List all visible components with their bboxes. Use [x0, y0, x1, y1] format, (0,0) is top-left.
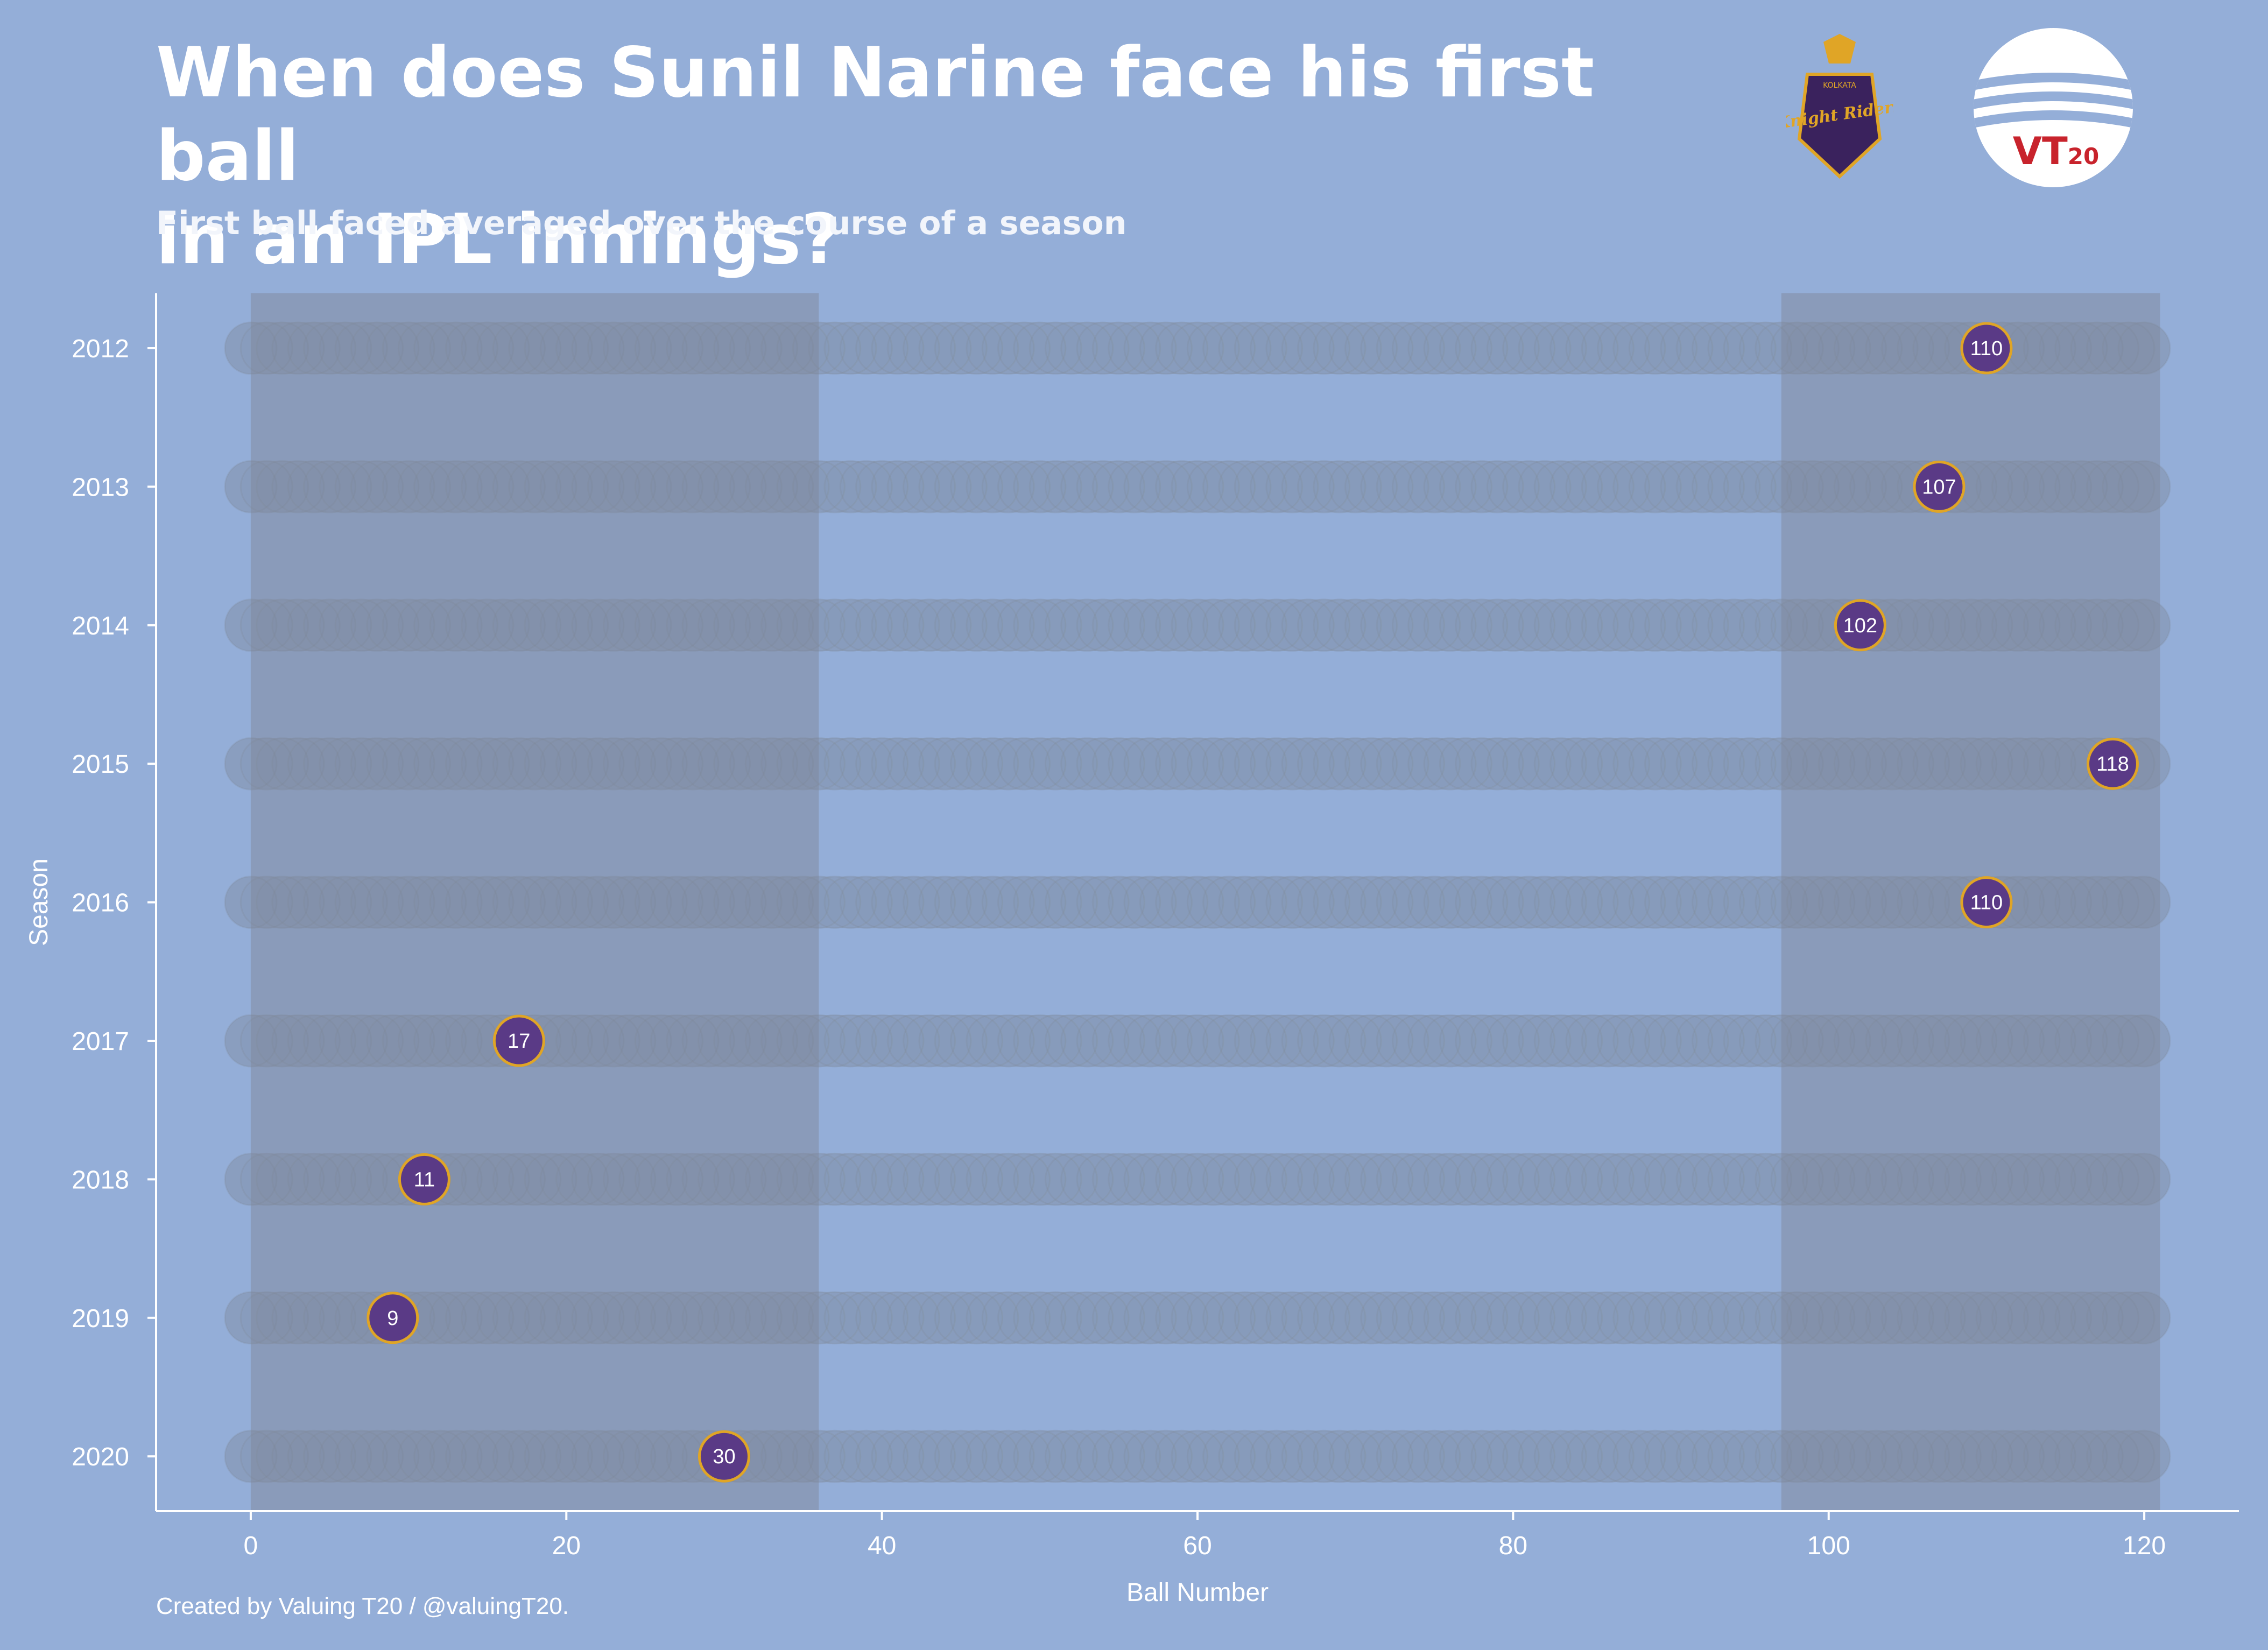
marker-2020: 30 [698, 1430, 750, 1483]
marker-label-2014: 102 [1843, 615, 1877, 637]
x-axis-label: Ball Number [1126, 1578, 1269, 1607]
marker-dot-2016 [1960, 876, 2013, 929]
marker-2014: 102 [1834, 599, 1886, 652]
marker-dot-2014 [1834, 599, 1886, 652]
chart-title-line-2: in an IPL innings? [156, 200, 841, 280]
footer-caption: Created by Valuing T20 / @valuingT20. [156, 1593, 569, 1619]
x-ticks: 0 20 40 60 80 100 120 [244, 1511, 2166, 1560]
x-tick-label-80: 80 [1499, 1532, 1527, 1560]
vt20-logo-sub: 20 [2068, 143, 2099, 170]
marker-label-2015: 118 [2096, 753, 2129, 775]
x-tick-label-120: 120 [2123, 1532, 2166, 1560]
chart-title: When does Sunil Narine face his first ba… [156, 31, 1717, 281]
track-2015 [224, 737, 2171, 791]
kkr-logo: KOLKATA Knight Riders [1786, 34, 1893, 179]
track-2013 [224, 460, 2171, 513]
track-2016 [224, 876, 2171, 929]
track-2012 [224, 321, 2171, 375]
shaded-bands [250, 293, 2160, 1511]
marker-2017: 17 [492, 1014, 545, 1067]
marker-2019: 9 [367, 1292, 419, 1344]
marker-label-2020: 30 [713, 1445, 735, 1468]
track-2017 [224, 1014, 2171, 1068]
marker-label-2012: 110 [1970, 337, 2003, 360]
marker-dot-2018 [398, 1153, 450, 1205]
marker-label-2017: 17 [508, 1030, 530, 1053]
marker-label-2018: 11 [414, 1168, 435, 1191]
y-tick-label-2017: 2017 [72, 1027, 129, 1056]
y-ticks: 2012 2013 2014 2015 2016 2017 2018 2019 2020 [72, 335, 156, 1471]
vt20-logo-text: VT [2013, 129, 2068, 173]
marker-dot-2015 [2086, 737, 2139, 790]
y-axis-label: Season [25, 858, 53, 946]
shaded-band-0 [250, 293, 819, 1511]
marker-2015: 118 [2086, 737, 2139, 790]
chart-title-line-1: When does Sunil Narine face his first ba… [156, 33, 1595, 196]
y-tick-label-2018: 2018 [72, 1166, 129, 1194]
marker-2016: 110 [1960, 876, 2013, 929]
kkr-logo-small-text: KOLKATA [1823, 81, 1856, 90]
x-tick-label-20: 20 [552, 1532, 581, 1560]
marker-2018: 11 [398, 1153, 450, 1205]
marker-dot-2020 [698, 1430, 750, 1483]
y-tick-label-2016: 2016 [72, 889, 129, 918]
marker-dot-2013 [1913, 460, 1966, 513]
y-tick-label-2012: 2012 [72, 335, 129, 363]
x-tick-label-0: 0 [244, 1532, 258, 1560]
marker-dot-2019 [367, 1292, 419, 1344]
x-tick-label-60: 60 [1183, 1532, 1212, 1560]
marker-2012: 110 [1960, 322, 2013, 375]
marker-label-2019: 9 [387, 1307, 398, 1330]
marker-2013: 107 [1913, 460, 1966, 513]
season-tracks [224, 321, 2171, 1483]
x-tick-label-100: 100 [1807, 1532, 1850, 1560]
y-tick-label-2015: 2015 [72, 750, 129, 779]
y-tick-label-2013: 2013 [72, 473, 129, 502]
y-tick-label-2014: 2014 [72, 612, 129, 640]
marker-label-2013: 107 [1922, 476, 1956, 498]
x-tick-label-40: 40 [868, 1532, 896, 1560]
marker-dot-2012 [1960, 322, 2013, 375]
track-2020 [224, 1429, 2171, 1483]
track-2019 [224, 1291, 2171, 1345]
data-markers: 110 107 102 118 110 17 11 9 30 [367, 322, 2139, 1483]
vt20-logo: VT20 [1974, 28, 2133, 187]
marker-label-2016: 110 [1970, 892, 2003, 914]
svg-text:VT20: VT20 [2013, 129, 2099, 173]
track-2018 [224, 1152, 2171, 1206]
y-tick-label-2020: 2020 [72, 1443, 129, 1471]
marker-dot-2017 [492, 1014, 545, 1067]
y-tick-label-2019: 2019 [72, 1305, 129, 1333]
chart-subtitle: First ball faced averaged over the cours… [156, 205, 1127, 242]
